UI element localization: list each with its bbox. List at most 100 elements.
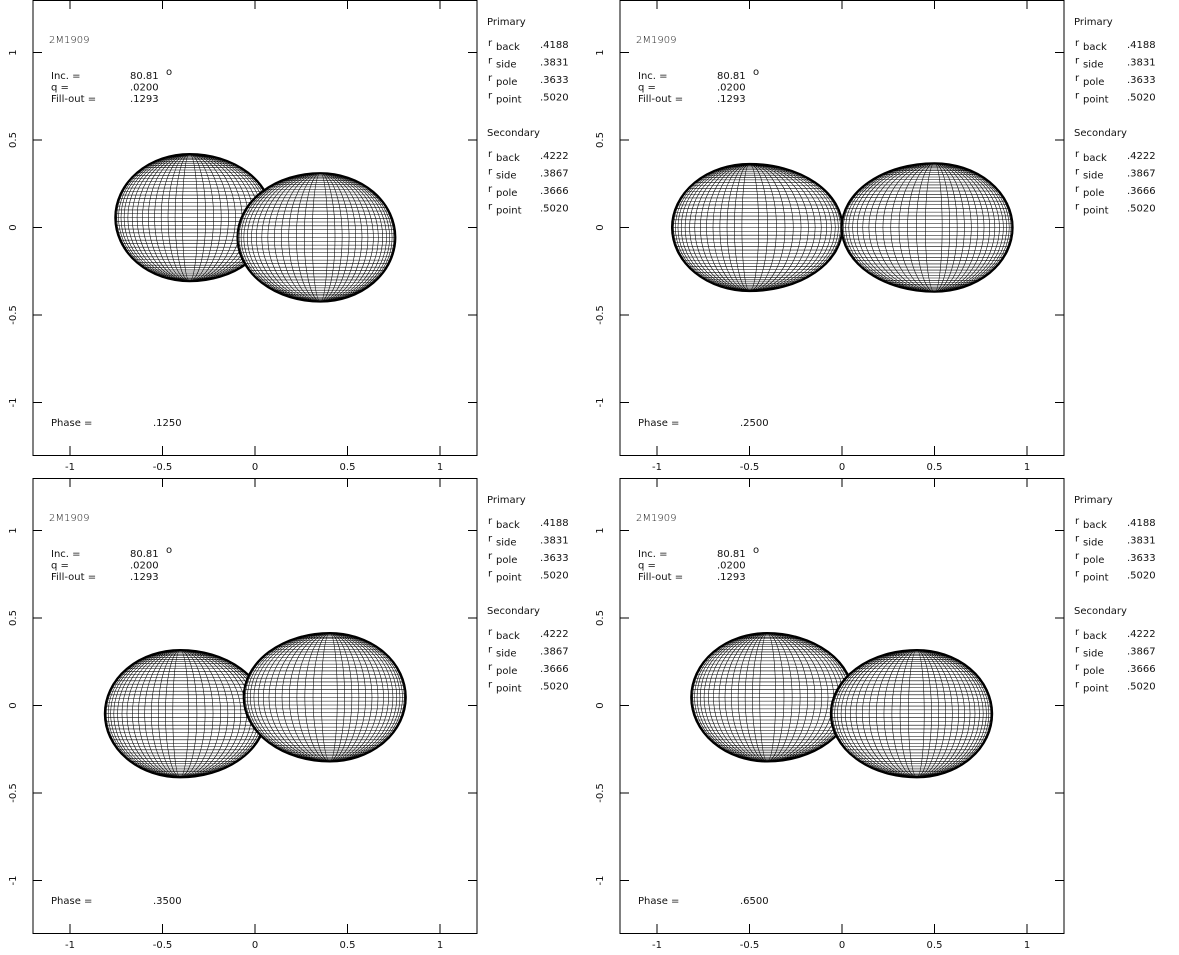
x-tick-label: 0 [252,940,258,951]
x-tick-label: -1 [65,462,75,473]
parameter-value: 80.81 [130,549,159,560]
radius-symbol: r [488,167,493,178]
y-tick-label: 1 [595,527,606,533]
y-tick-label: 0 [595,702,606,708]
radius-value: .3666 [540,664,569,675]
x-tick-label: 0 [839,940,845,951]
component-name: Secondary [1074,606,1127,617]
parameter-value: .1293 [717,94,746,105]
radius-value: .3831 [540,58,569,69]
x-tick-label: -1 [65,940,75,951]
x-tick-label: -1 [652,462,662,473]
radius-symbol: r [1075,569,1080,580]
radius-name: point [1083,95,1109,106]
radius-value: .3867 [1127,169,1156,180]
parameter-label: Inc. = [638,71,668,82]
radius-symbol: r [488,662,493,673]
parameter-value: .0200 [717,561,746,572]
star [670,162,844,293]
radius-symbol: r [1075,202,1080,213]
radius-value: .5020 [540,204,569,215]
x-tick-label: 1 [1024,940,1030,951]
radius-value: .3867 [540,647,569,658]
radius-value: .3666 [1127,664,1156,675]
parameter-value: .1293 [130,572,159,583]
phase-value: .2500 [740,418,769,429]
radius-value: .4188 [540,40,569,51]
phase-label: Phase = [638,418,679,429]
x-tick-label: 0.5 [927,940,943,951]
parameter-value: 80.81 [717,71,746,82]
parameter-label: q = [638,83,656,94]
parameter-value: .1293 [130,94,159,105]
x-tick-label: 0 [252,462,258,473]
parameter-label: q = [638,561,656,572]
plot-title: 2M1909 [49,513,89,524]
radius-value: .4188 [1127,40,1156,51]
y-tick-label: 1 [8,49,19,55]
plot-title: 2M1909 [636,513,676,524]
star [114,152,274,283]
phase-value: .3500 [153,896,182,907]
radius-value: .5020 [540,93,569,104]
radius-name: back [496,520,520,531]
radius-symbol: r [488,645,493,656]
component-name: Secondary [487,606,540,617]
x-tick-label: 0.5 [340,462,356,473]
phase-label: Phase = [51,896,92,907]
phase-label: Phase = [51,418,92,429]
radius-symbol: r [488,149,493,160]
radius-symbol: r [488,56,493,67]
star [236,172,397,303]
star [103,649,268,779]
radius-symbol: r [1075,534,1080,545]
plot-title: 2M1909 [636,35,676,46]
parameter-value: .0200 [130,561,159,572]
y-tick-label: 1 [595,49,606,55]
radius-name: pole [496,555,517,566]
y-tick-label: -1 [8,876,19,886]
radius-symbol: r [1075,73,1080,84]
radius-name: back [1083,153,1107,164]
parameter-label: Inc. = [51,549,81,560]
radius-symbol: r [1075,516,1080,527]
radius-name: pole [496,188,517,199]
y-tick-label: 0 [595,224,606,230]
parameter-label: Inc. = [51,71,81,82]
y-tick-label: -1 [595,876,606,886]
parameter-label: q = [51,83,69,94]
radius-symbol: r [1075,38,1080,49]
component-name: Secondary [1074,128,1127,139]
y-tick-label: 0 [8,702,19,708]
radius-value: .4222 [540,629,569,640]
radius-symbol: r [1075,627,1080,638]
radius-value: .5020 [1127,204,1156,215]
radius-symbol: r [488,551,493,562]
y-tick-label: 1 [8,527,19,533]
x-tick-label: 1 [1024,462,1030,473]
radius-name: side [1083,60,1104,71]
star [829,649,994,779]
radius-symbol: r [488,627,493,638]
y-tick-label: -0.5 [595,783,606,803]
radius-value: .4222 [1127,151,1156,162]
radius-name: point [496,206,522,217]
y-tick-label: -1 [595,398,606,408]
radius-name: side [496,538,517,549]
y-tick-label: 0.5 [595,610,606,626]
radius-symbol: r [488,534,493,545]
parameter-label: Fill-out = [638,572,683,583]
x-tick-label: 1 [437,462,443,473]
radius-name: pole [1083,188,1104,199]
radius-symbol: r [1075,680,1080,691]
radius-name: back [496,153,520,164]
x-tick-label: -0.5 [740,940,760,951]
y-tick-label: -0.5 [8,305,19,325]
x-tick-label: -0.5 [740,462,760,473]
radius-value: .3633 [1127,553,1156,564]
y-tick-label: 0.5 [595,132,606,148]
radius-name: point [1083,206,1109,217]
radius-value: .4222 [540,151,569,162]
radius-value: .3831 [1127,536,1156,547]
